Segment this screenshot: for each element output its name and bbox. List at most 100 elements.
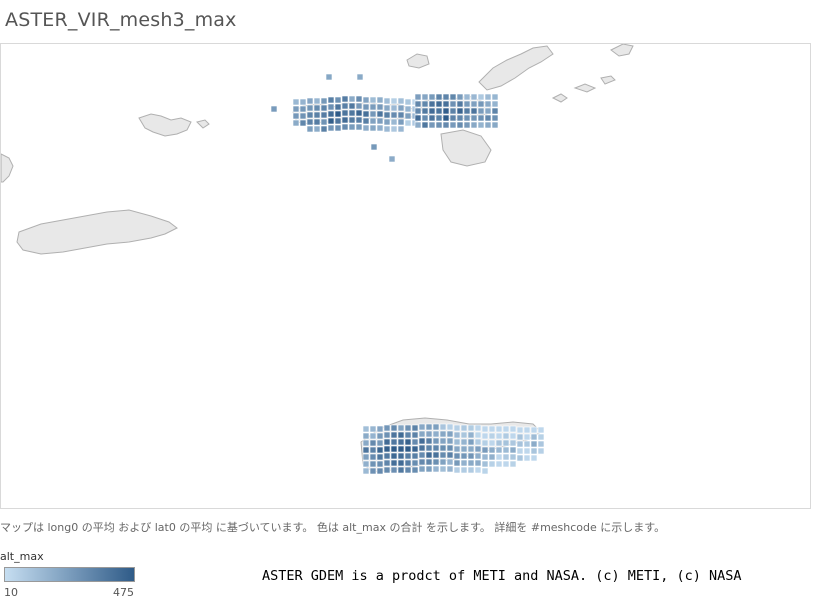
mesh-cell[interactable] <box>491 100 499 108</box>
mesh-cell[interactable] <box>442 93 450 101</box>
mesh-cell[interactable] <box>411 438 419 446</box>
mesh-cell[interactable] <box>327 96 335 104</box>
mesh-cell[interactable] <box>495 453 503 461</box>
mesh-cell[interactable] <box>474 452 482 460</box>
mesh-cell[interactable] <box>477 107 485 115</box>
mesh-cell[interactable] <box>463 114 471 122</box>
mesh-cell[interactable] <box>446 444 454 452</box>
mesh-cell[interactable] <box>470 93 478 101</box>
mesh-cell[interactable] <box>362 446 370 454</box>
mesh-cell[interactable] <box>404 119 412 127</box>
mesh-cell[interactable] <box>477 100 485 108</box>
mesh-cell[interactable] <box>516 447 524 455</box>
mesh-cell[interactable] <box>439 458 447 466</box>
mesh-cell[interactable] <box>439 451 447 459</box>
mesh-cell[interactable] <box>488 425 496 433</box>
mesh-cell[interactable] <box>334 96 342 104</box>
mesh-cell[interactable] <box>390 97 398 105</box>
mesh-cell[interactable] <box>397 466 405 474</box>
mesh-cell[interactable] <box>397 125 405 133</box>
mesh-cell[interactable] <box>442 114 450 122</box>
mesh-cell[interactable] <box>362 467 370 475</box>
mesh-cell[interactable] <box>446 437 454 445</box>
mesh-cell[interactable] <box>460 459 468 467</box>
mesh-cell[interactable] <box>390 111 398 119</box>
mesh-cell[interactable] <box>270 105 278 113</box>
mesh-cell[interactable] <box>449 114 457 122</box>
mesh-cell[interactable] <box>362 432 370 440</box>
mesh-cell[interactable] <box>369 460 377 468</box>
mesh-cell[interactable] <box>456 107 464 115</box>
mesh-cell[interactable] <box>390 118 398 126</box>
mesh-cell[interactable] <box>369 467 377 475</box>
mesh-cell[interactable] <box>299 119 307 127</box>
mesh-cell[interactable] <box>453 431 461 439</box>
mesh-cell[interactable] <box>530 447 538 455</box>
mesh-cell[interactable] <box>530 426 538 434</box>
mesh-cell[interactable] <box>509 425 517 433</box>
mesh-cell[interactable] <box>383 104 391 112</box>
mesh-cell[interactable] <box>390 438 398 446</box>
mesh-cell[interactable] <box>397 104 405 112</box>
mesh-cell[interactable] <box>404 112 412 120</box>
mesh-cell[interactable] <box>467 438 475 446</box>
mesh-cell[interactable] <box>442 100 450 108</box>
mesh-cell[interactable] <box>425 465 433 473</box>
mesh-cell[interactable] <box>421 107 429 115</box>
mesh-cell[interactable] <box>463 93 471 101</box>
mesh-cell[interactable] <box>362 425 370 433</box>
mesh-cell[interactable] <box>463 107 471 115</box>
mesh-cell[interactable] <box>369 446 377 454</box>
mesh-cell[interactable] <box>292 98 300 106</box>
mesh-cell[interactable] <box>418 437 426 445</box>
mesh-cell[interactable] <box>292 119 300 127</box>
mesh-cell[interactable] <box>306 97 314 105</box>
mesh-cell[interactable] <box>432 465 440 473</box>
mesh-cell[interactable] <box>491 93 499 101</box>
mesh-cell[interactable] <box>477 93 485 101</box>
mesh-cell[interactable] <box>362 124 370 132</box>
mesh-cell[interactable] <box>362 453 370 461</box>
mesh-cell[interactable] <box>404 452 412 460</box>
mesh-cell[interactable] <box>467 466 475 474</box>
mesh-cell[interactable] <box>481 425 489 433</box>
mesh-cell[interactable] <box>383 445 391 453</box>
mesh-cell[interactable] <box>425 458 433 466</box>
mesh-cell[interactable] <box>425 444 433 452</box>
mesh-cell[interactable] <box>488 453 496 461</box>
mesh-cell[interactable] <box>470 114 478 122</box>
mesh-cell[interactable] <box>404 105 412 113</box>
mesh-cell[interactable] <box>341 123 349 131</box>
mesh-cell[interactable] <box>502 439 510 447</box>
mesh-cell[interactable] <box>502 453 510 461</box>
mesh-cell[interactable] <box>383 424 391 432</box>
mesh-cell[interactable] <box>383 118 391 126</box>
mesh-cell[interactable] <box>388 155 396 163</box>
mesh-cell[interactable] <box>376 96 384 104</box>
mesh-cell[interactable] <box>397 118 405 126</box>
mesh-cell[interactable] <box>432 458 440 466</box>
mesh-cell[interactable] <box>530 433 538 441</box>
mesh-cell[interactable] <box>306 111 314 119</box>
mesh-cell[interactable] <box>292 112 300 120</box>
mesh-cell[interactable] <box>481 453 489 461</box>
mesh-cell[interactable] <box>442 121 450 129</box>
mesh-cell[interactable] <box>390 459 398 467</box>
mesh-cell[interactable] <box>446 423 454 431</box>
mesh-cell[interactable] <box>488 439 496 447</box>
mesh-cell[interactable] <box>355 123 363 131</box>
mesh-cell[interactable] <box>356 73 364 81</box>
mesh-cell[interactable] <box>390 452 398 460</box>
mesh-cell[interactable] <box>376 453 384 461</box>
mesh-cell[interactable] <box>456 114 464 122</box>
mesh-cell[interactable] <box>481 460 489 468</box>
mesh-cell[interactable] <box>369 453 377 461</box>
mesh-cell[interactable] <box>467 452 475 460</box>
mesh-cell[interactable] <box>484 114 492 122</box>
mesh-cell[interactable] <box>404 424 412 432</box>
mesh-cell[interactable] <box>404 445 412 453</box>
mesh-cell[interactable] <box>390 466 398 474</box>
mesh-cell[interactable] <box>348 123 356 131</box>
mesh-cell[interactable] <box>463 121 471 129</box>
mesh-cell[interactable] <box>502 432 510 440</box>
